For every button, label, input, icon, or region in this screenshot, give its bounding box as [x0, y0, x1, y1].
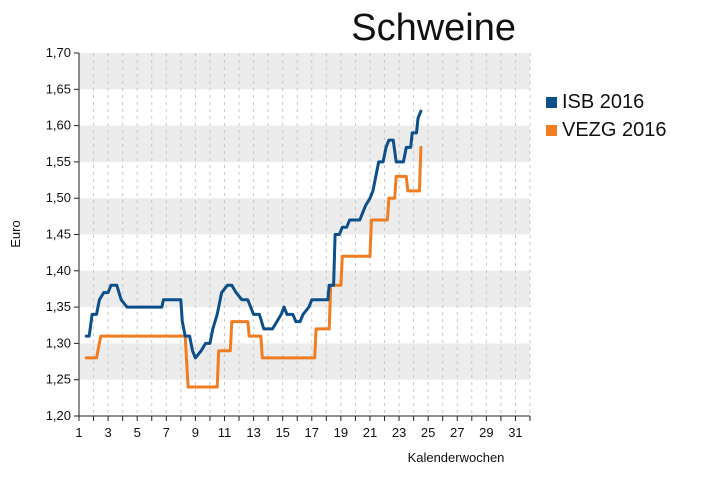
x-tick-label: 3	[104, 425, 111, 440]
x-tick-label: 13	[246, 425, 260, 440]
legend: ISB 2016 VEZG 2016	[546, 91, 667, 141]
legend-entry-vezg: VEZG 2016	[546, 119, 667, 141]
y-tick-label: 1,70	[46, 45, 71, 60]
x-tick-label: 29	[479, 425, 493, 440]
grid-band	[79, 53, 530, 90]
grid-band	[79, 125, 530, 162]
x-tick-label: 21	[363, 425, 377, 440]
y-tick-label: 1,25	[46, 372, 71, 387]
x-tick-label: 31	[508, 425, 522, 440]
x-tick-label: 11	[218, 425, 232, 440]
y-tick-label: 1,50	[46, 190, 71, 205]
grid-band	[79, 343, 530, 380]
legend-entry-isb: ISB 2016	[546, 91, 644, 113]
x-tick-label: 5	[134, 425, 141, 440]
legend-swatch-vezg	[546, 125, 557, 136]
x-tick-label: 17	[305, 425, 319, 440]
y-tick-label: 1,60	[46, 118, 71, 133]
grid-band	[79, 270, 530, 308]
legend-label-vezg: VEZG 2016	[562, 119, 667, 141]
chart-title: Schweine	[351, 7, 516, 49]
x-tick-label: 23	[392, 425, 406, 440]
x-axis-label: Kalenderwochen	[408, 450, 505, 465]
series-layer	[84, 109, 423, 389]
plot-background-bands	[79, 53, 530, 416]
series-line-isb	[84, 109, 423, 360]
y-tick-label: 1,55	[46, 154, 71, 169]
y-tick-label: 1,35	[46, 299, 71, 314]
x-tick-label: 25	[421, 425, 435, 440]
y-tick-label: 1,65	[46, 81, 71, 96]
x-axis-ticks: 1 3 5 7 9 11 13 15 17 19 21 23 25 27 29 31	[75, 416, 531, 440]
legend-label-isb: ISB 2016	[562, 91, 644, 113]
series-line-vezg	[84, 145, 423, 389]
y-tick-label: 1,45	[46, 227, 71, 242]
x-tick-label: 7	[163, 425, 170, 440]
x-tick-label: 15	[275, 425, 289, 440]
x-tick-label: 27	[450, 425, 464, 440]
legend-swatch-isb	[546, 97, 557, 108]
x-tick-label: 9	[192, 425, 199, 440]
y-tick-label: 1,40	[46, 263, 71, 278]
y-axis-label: Euro	[8, 220, 23, 247]
y-axis-ticks: 1,20 1,25 1,30 1,35 1,40 1,45 1,50 1,55 1,60 1,65…	[46, 45, 79, 423]
y-tick-label: 1,30	[46, 335, 71, 350]
x-tick-label: 19	[334, 425, 348, 440]
x-tick-label: 1	[75, 425, 82, 440]
grid-band	[79, 198, 530, 235]
y-tick-label: 1,20	[46, 408, 71, 423]
